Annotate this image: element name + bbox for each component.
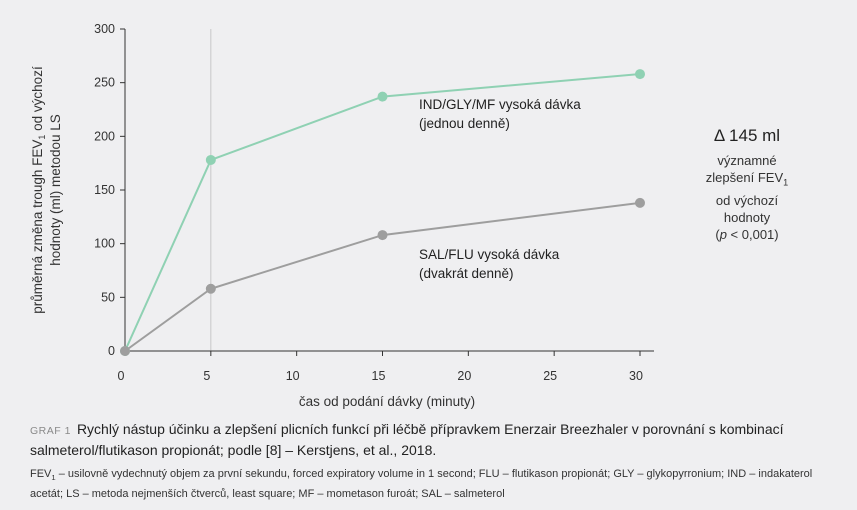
series-0-point xyxy=(205,154,216,165)
annotation-box: Δ 145 ml významné zlepšení FEV1 od výcho… xyxy=(672,126,822,243)
x-tick-label: 0 xyxy=(118,369,125,383)
x-tick-label: 15 xyxy=(372,369,386,383)
annotation-delta: Δ 145 ml xyxy=(713,126,781,145)
annotation-line2: zlepšení FEV1 xyxy=(705,170,789,188)
series-label-sal-flu: SAL/FLU vysoká dávka xyxy=(419,247,560,262)
y-tick-label: 50 xyxy=(101,290,115,304)
y-tick-label: 150 xyxy=(94,183,115,197)
annotation-line5: (p < 0,001) xyxy=(715,226,779,242)
x-tick-label: 20 xyxy=(457,369,471,383)
y-tick-label: 200 xyxy=(94,129,115,143)
caption-footnote: FEV1 – usilovně vydechnutý objem za prvn… xyxy=(30,468,813,501)
series-label-ind-gly-mf: IND/GLY/MF vysoká dávka xyxy=(419,97,581,112)
x-tick-label: 30 xyxy=(629,369,643,383)
series-1-point xyxy=(120,346,130,356)
caption-title: GRAF 1 Rychlý nástup účinku a zlepšení pl… xyxy=(30,421,784,458)
x-tick-label: 5 xyxy=(203,369,210,383)
annotation-line3: od výchozí xyxy=(715,192,779,208)
annotation-line4: hodnoty xyxy=(723,209,771,225)
caption-tag: GRAF 1 xyxy=(30,425,71,437)
y-axis-title-line2: hodnoty (ml) metodou LS xyxy=(48,114,63,266)
annotation-line1: významné xyxy=(717,153,777,168)
series-0-point xyxy=(635,69,645,80)
figure-caption: GRAF 1 Rychlý nástup účinku a zlepšení pl… xyxy=(30,420,840,502)
series-1-point xyxy=(205,283,216,294)
x-axis-title: čas od podání dávky (minuty) xyxy=(299,394,475,409)
y-tick-label: 100 xyxy=(94,237,115,251)
series-line-0 xyxy=(124,73,641,352)
x-tick-label: 10 xyxy=(286,369,300,383)
y-tick-label: 300 xyxy=(94,22,115,36)
y-axis-title-line1: průměrná změna trough FEV1 od výchozí xyxy=(30,66,47,314)
series-1-point xyxy=(377,230,388,241)
series-line-1 xyxy=(124,201,641,352)
series-label-sal-flu-dose: (dvakrát denně) xyxy=(419,266,514,281)
y-tick-label: 0 xyxy=(108,344,115,358)
series-1-point xyxy=(635,197,645,208)
y-tick-label: 250 xyxy=(94,76,115,90)
x-tick-label: 25 xyxy=(543,369,557,383)
line-chart: 0 50 100 150 200 250 300 0 5 10 15 20 25 30 IND/GLY/M… xyxy=(30,22,654,409)
series-0-point xyxy=(377,91,388,102)
series-label-ind-gly-mf-dose: (jednou denně) xyxy=(419,116,510,131)
